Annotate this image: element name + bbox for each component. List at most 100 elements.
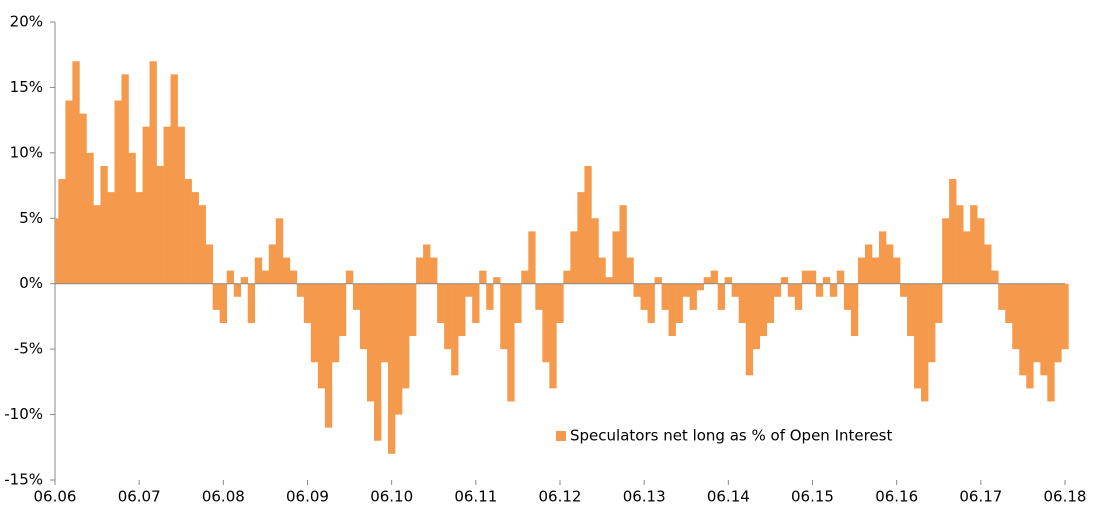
- bar: [444, 283, 452, 350]
- bar: [458, 283, 466, 337]
- bar: [584, 165, 592, 284]
- bar: [977, 218, 985, 284]
- bar: [871, 257, 880, 284]
- x-tick-label: 06.15: [791, 488, 834, 506]
- x-tick-label: 06.07: [118, 488, 161, 506]
- bar: [528, 231, 536, 284]
- bar: [170, 74, 178, 284]
- x-tick-label: 06.14: [707, 488, 750, 506]
- bar: [1019, 283, 1027, 376]
- bar: [850, 283, 859, 337]
- bar: [1061, 283, 1069, 350]
- bar: [1012, 283, 1020, 350]
- x-tick-label: 06.16: [875, 488, 918, 506]
- bar: [563, 270, 571, 284]
- x-tick-label: 06.08: [202, 488, 245, 506]
- bar: [605, 277, 613, 284]
- y-tick-label: 15%: [10, 78, 43, 96]
- bar: [885, 244, 894, 284]
- bar: [984, 244, 992, 284]
- bar: [338, 283, 347, 337]
- bar: [233, 283, 242, 297]
- bar: [352, 283, 361, 310]
- bar: [507, 283, 515, 402]
- bar: [282, 257, 291, 284]
- bar: [296, 283, 305, 297]
- bar: [998, 283, 1006, 310]
- bar: [205, 244, 213, 284]
- bar: [1005, 283, 1013, 323]
- y-tick-label: 20%: [10, 13, 43, 31]
- bar: [1026, 283, 1034, 389]
- bar: [317, 283, 326, 389]
- bar: [857, 257, 866, 284]
- bar: [640, 283, 648, 310]
- bar: [268, 244, 277, 284]
- bar: [430, 257, 438, 284]
- bar: [423, 244, 431, 284]
- bar: [402, 283, 410, 389]
- bar: [479, 270, 487, 284]
- bar: [759, 283, 768, 337]
- bar: [128, 152, 136, 284]
- bar: [647, 283, 655, 323]
- bar: [303, 283, 312, 323]
- bar: [928, 283, 936, 363]
- x-tick-label: 06.12: [539, 488, 582, 506]
- bar: [752, 283, 761, 350]
- bar: [373, 283, 382, 441]
- bar: [682, 283, 690, 297]
- bar: [773, 283, 782, 297]
- x-tick-label: 06.06: [34, 488, 77, 506]
- bar: [829, 283, 838, 297]
- bar: [395, 283, 403, 415]
- bar: [135, 192, 143, 284]
- bar: [535, 283, 543, 310]
- legend-swatch: [556, 431, 566, 441]
- bar: [177, 126, 185, 284]
- bar: [542, 283, 550, 363]
- bar: [184, 179, 192, 284]
- bar: [703, 277, 711, 284]
- bar: [745, 283, 754, 376]
- bar: [198, 205, 206, 284]
- x-tick-label: 06.09: [286, 488, 329, 506]
- bar: [914, 283, 922, 389]
- bar: [465, 283, 473, 297]
- bar: [500, 283, 508, 350]
- bar: [409, 283, 417, 337]
- bar: [710, 270, 718, 284]
- x-tick-label: 06.10: [370, 488, 413, 506]
- bar: [689, 283, 697, 310]
- bar: [878, 231, 887, 284]
- bar: [226, 270, 235, 284]
- bar: [738, 283, 747, 323]
- bar: [836, 270, 845, 284]
- bar: [668, 283, 676, 337]
- bar: [570, 231, 578, 284]
- x-tick-label: 06.18: [1044, 488, 1087, 506]
- bar: [577, 192, 585, 284]
- bar: [921, 283, 929, 402]
- bar: [942, 218, 950, 284]
- bar: [261, 270, 270, 284]
- bar: [366, 283, 375, 402]
- bar: [65, 100, 73, 284]
- bar: [79, 113, 87, 284]
- bar: [843, 283, 852, 310]
- bar: [93, 205, 101, 284]
- bar: [1047, 283, 1055, 402]
- bar: [191, 192, 199, 284]
- bar: [661, 283, 669, 310]
- y-tick-label: 5%: [19, 209, 43, 227]
- bar: [521, 270, 529, 284]
- bar: [451, 283, 459, 376]
- bar: [900, 283, 908, 297]
- bar: [822, 277, 831, 284]
- bar: [114, 100, 122, 284]
- bar: [254, 257, 263, 284]
- bar: [949, 179, 957, 284]
- y-tick-label: -10%: [4, 405, 43, 423]
- bar: [324, 283, 333, 428]
